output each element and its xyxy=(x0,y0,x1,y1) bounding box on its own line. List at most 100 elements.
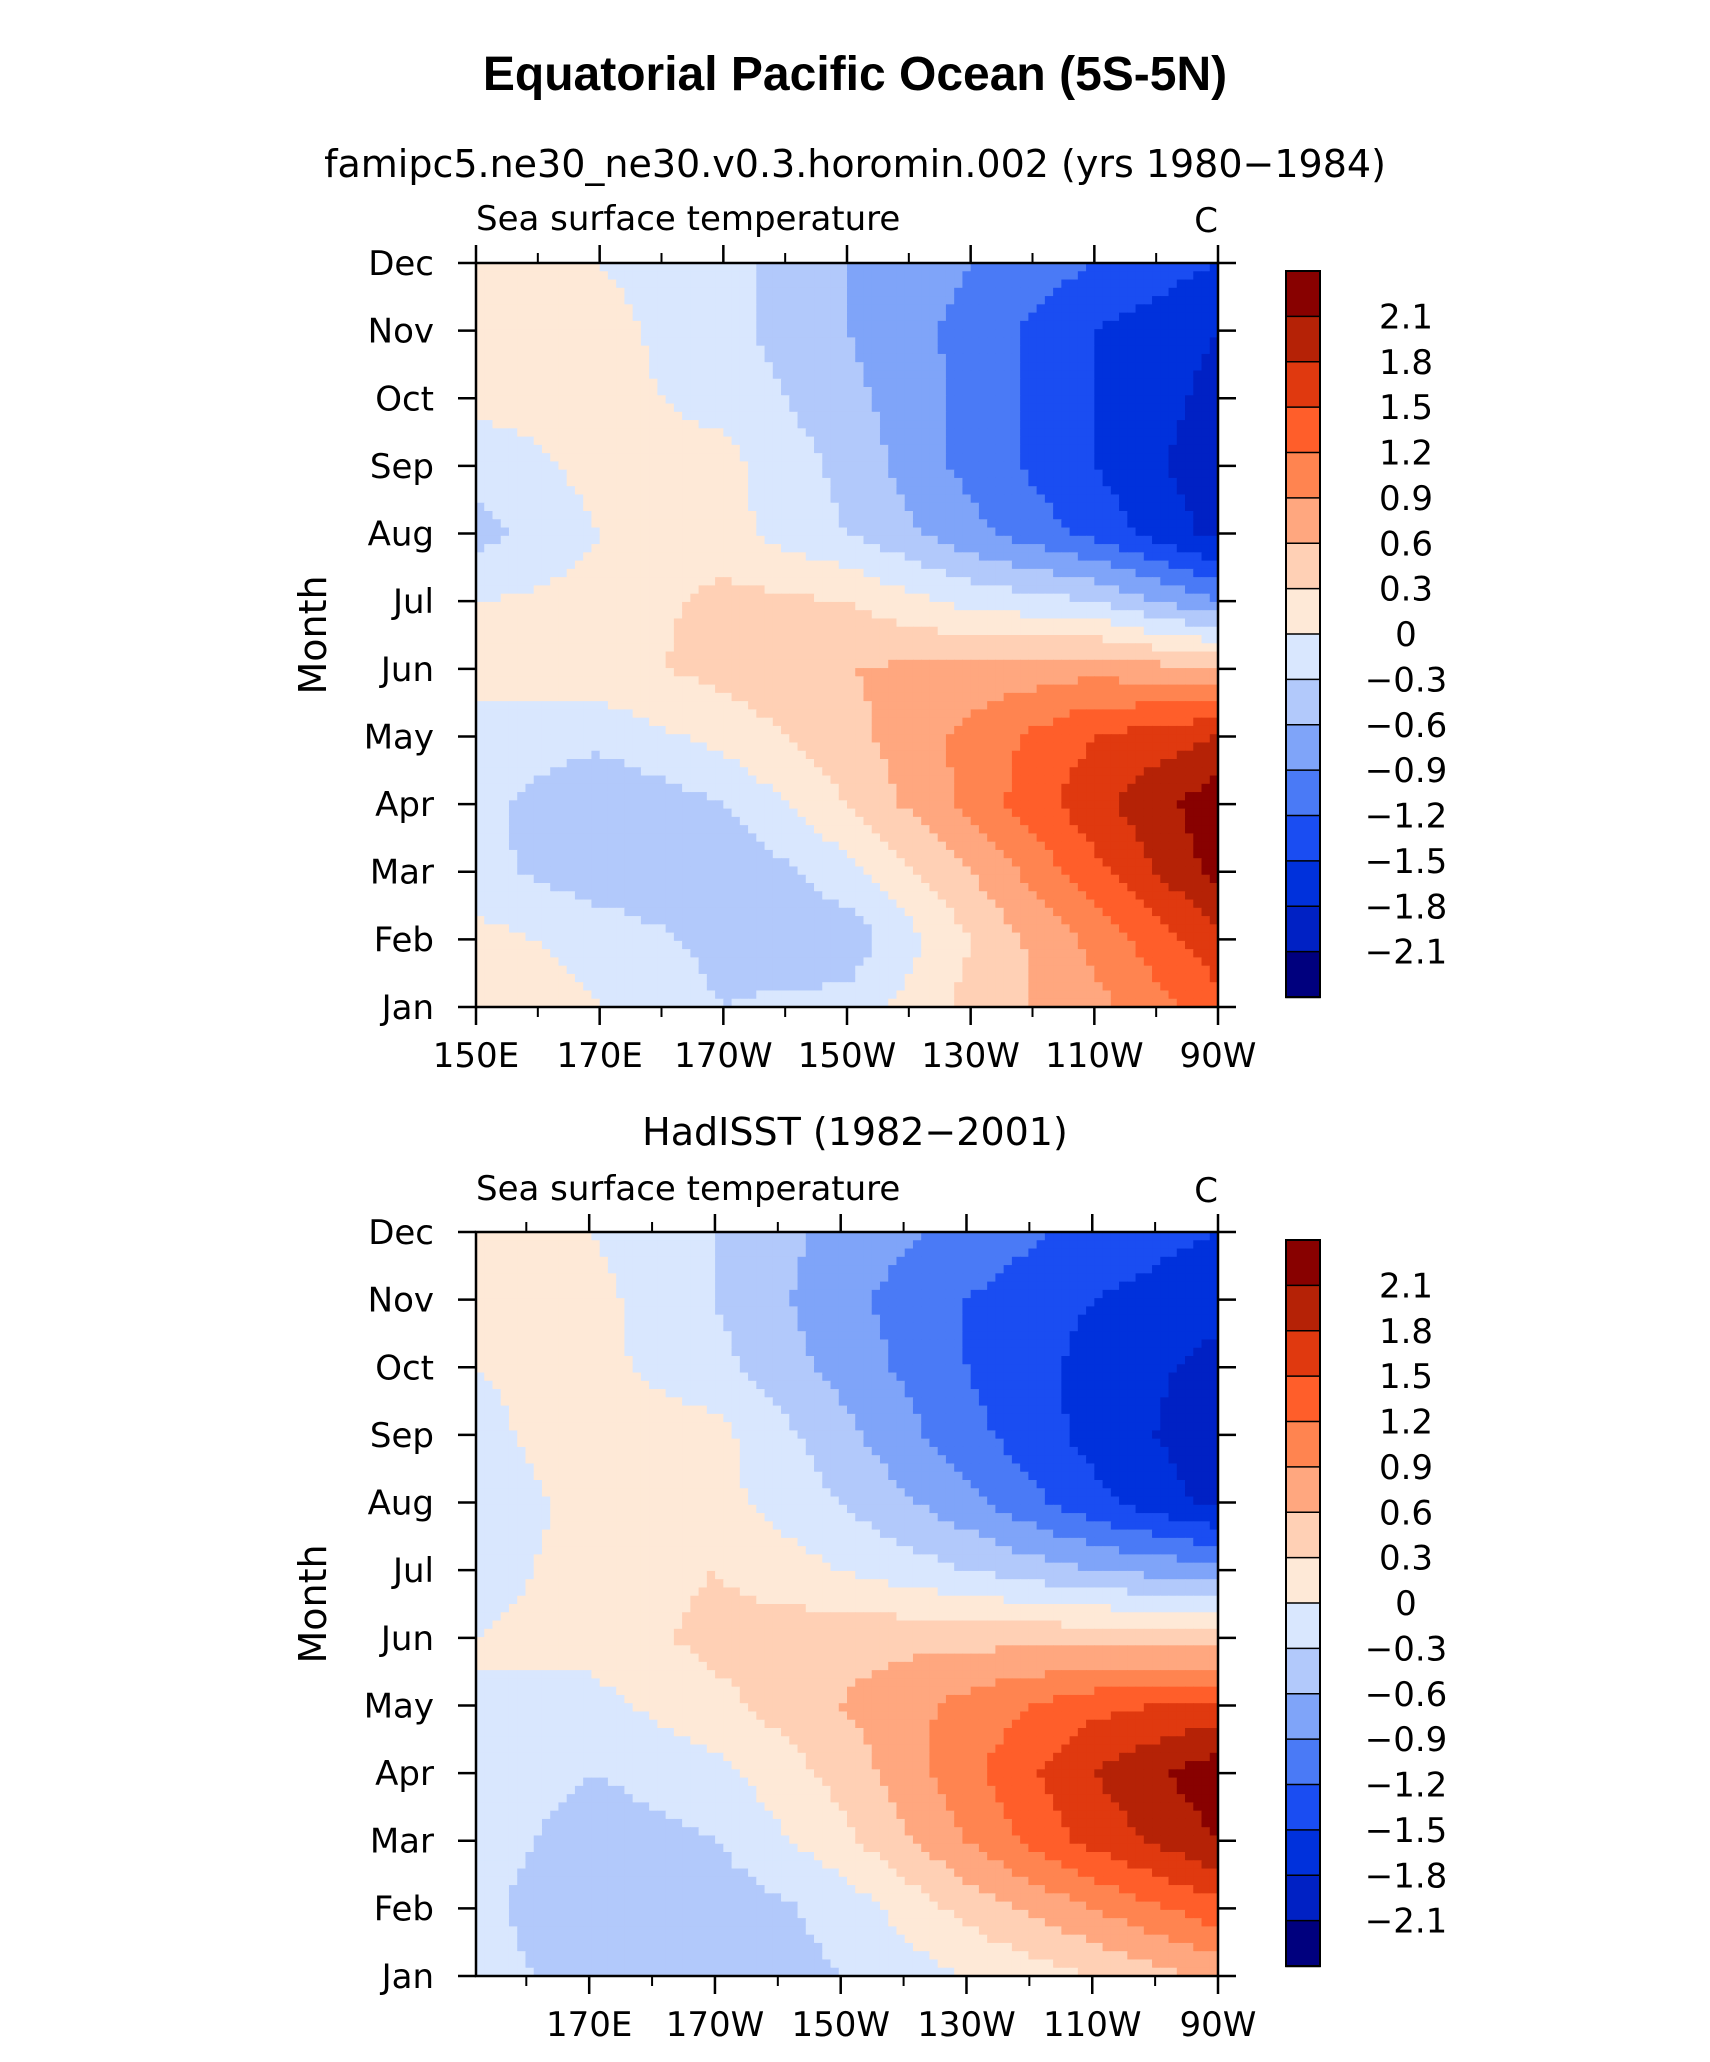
contour-cell xyxy=(657,279,667,289)
contour-cell xyxy=(673,469,683,479)
contour-cell xyxy=(558,494,568,504)
contour-cell xyxy=(847,519,856,529)
contour-cell xyxy=(814,560,823,570)
contour-cell xyxy=(731,643,741,653)
contour-cell xyxy=(599,378,609,388)
contour-cell xyxy=(566,320,576,330)
contour-cell xyxy=(1044,626,1054,636)
contour-cell xyxy=(706,461,716,471)
contour-cell xyxy=(748,701,757,710)
contour-cell xyxy=(879,593,889,603)
contour-cell xyxy=(921,511,931,520)
contour-cell xyxy=(657,444,667,454)
contour-cell xyxy=(945,345,955,355)
contour-cell xyxy=(838,345,848,355)
contour-cell xyxy=(484,312,494,322)
contour-cell xyxy=(1102,568,1112,578)
contour-cell xyxy=(1185,469,1194,479)
contour-cell xyxy=(756,511,766,520)
contour-cell xyxy=(566,428,576,438)
contour-cell xyxy=(1102,577,1112,586)
contour-cell xyxy=(995,668,1005,677)
contour-cell xyxy=(1011,519,1021,529)
contour-cell xyxy=(748,676,757,686)
contour-cell xyxy=(624,618,634,628)
contour-cell xyxy=(508,271,518,281)
contour-cell xyxy=(896,370,906,380)
contour-cell xyxy=(1193,511,1203,520)
contour-cell xyxy=(591,362,601,372)
contour-cell xyxy=(822,717,832,727)
contour-cell xyxy=(954,626,964,636)
contour-cell xyxy=(1209,535,1219,545)
contour-cell xyxy=(1036,444,1046,454)
contour-cell xyxy=(1209,494,1219,504)
contour-cell xyxy=(855,684,865,694)
contour-cell xyxy=(1143,552,1153,562)
contour-cell xyxy=(533,618,543,628)
contour-cell xyxy=(879,668,889,677)
contour-cell xyxy=(508,486,518,496)
contour-cell xyxy=(1193,676,1203,686)
contour-cell xyxy=(632,502,642,512)
contour-cell xyxy=(1003,345,1013,355)
contour-cell xyxy=(739,701,749,710)
contour-cell xyxy=(566,370,576,380)
contour-cell xyxy=(1061,701,1071,710)
contour-cell xyxy=(591,684,601,694)
contour-cell xyxy=(1077,453,1087,462)
contour-cell xyxy=(715,362,724,372)
contour-cell xyxy=(1176,296,1186,305)
contour-cell xyxy=(987,477,996,487)
contour-cell xyxy=(1143,626,1153,636)
contour-cell xyxy=(739,469,749,479)
contour-cell xyxy=(772,279,782,289)
contour-cell xyxy=(1110,362,1120,372)
contour-cell xyxy=(1209,527,1219,537)
contour-cell xyxy=(673,552,683,562)
contour-cell xyxy=(632,353,642,363)
contour-cell xyxy=(912,593,922,603)
contour-cell xyxy=(550,345,560,355)
contour-cell xyxy=(954,577,964,586)
contour-cell xyxy=(508,568,518,578)
contour-cell xyxy=(1176,692,1186,702)
contour-cell xyxy=(912,411,922,421)
contour-cell xyxy=(830,304,840,314)
contour-cell xyxy=(789,420,799,429)
contour-cell xyxy=(1135,411,1145,421)
contour-cell xyxy=(690,444,700,454)
contour-cell xyxy=(954,668,964,677)
contour-cell xyxy=(657,287,667,297)
contour-cell xyxy=(1110,668,1120,677)
contour-cell xyxy=(879,436,889,446)
contour-cell xyxy=(888,263,898,272)
contour-cell xyxy=(574,610,584,620)
contour-cell xyxy=(1185,626,1194,636)
contour-cell xyxy=(550,519,560,529)
contour-cell xyxy=(739,320,749,330)
contour-cell xyxy=(1036,329,1046,338)
contour-cell xyxy=(550,535,560,545)
contour-cell xyxy=(1020,643,1029,653)
contour-cell xyxy=(1185,511,1194,520)
contour-cell xyxy=(698,378,708,388)
contour-cell xyxy=(508,320,518,330)
contour-cell xyxy=(698,345,708,355)
contour-cell xyxy=(1036,585,1046,595)
contour-cell xyxy=(847,428,856,438)
contour-cell xyxy=(781,436,790,446)
contour-cell xyxy=(1003,486,1013,496)
contour-cell xyxy=(739,271,749,281)
contour-cell xyxy=(673,535,683,545)
contour-cell xyxy=(723,304,733,314)
contour-cell xyxy=(1077,395,1087,405)
contour-cell xyxy=(855,659,865,669)
contour-cell xyxy=(500,345,510,355)
contour-cell xyxy=(896,692,906,702)
contour-cell xyxy=(814,585,823,595)
contour-cell xyxy=(665,287,675,297)
contour-cell xyxy=(995,345,1005,355)
contour-cell xyxy=(756,560,766,570)
contour-cell xyxy=(1102,635,1112,644)
